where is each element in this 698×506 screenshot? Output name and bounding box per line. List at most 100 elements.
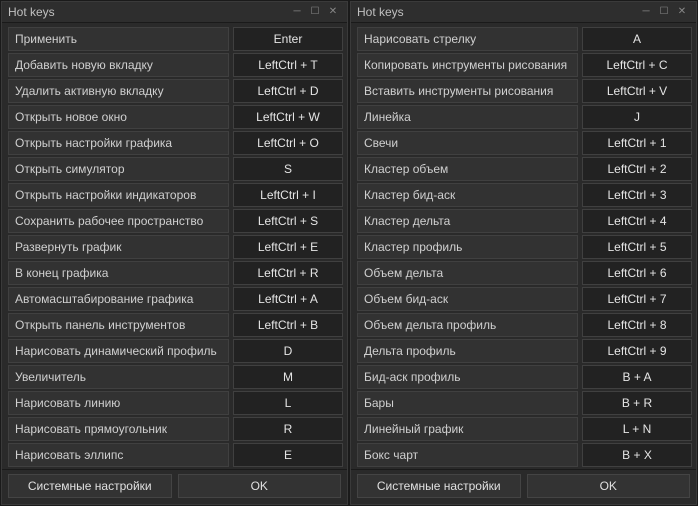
hotkey-row: Копировать инструменты рисованияLeftCtrl… xyxy=(357,53,692,77)
hotkey-input[interactable]: LeftCtrl + I xyxy=(233,183,343,207)
hotkey-input[interactable]: E xyxy=(233,443,343,467)
hotkey-label: Свечи xyxy=(357,131,578,155)
hotkey-row: СвечиLeftCtrl + 1 xyxy=(357,131,692,155)
hotkey-label: Кластер объем xyxy=(357,157,578,181)
hotkey-row: Нарисовать динамический профильD xyxy=(8,339,343,363)
hotkey-label: Кластер бид-аск xyxy=(357,183,578,207)
hotkey-input[interactable]: Enter xyxy=(233,27,343,51)
hotkey-input[interactable]: LeftCtrl + E xyxy=(233,235,343,259)
hotkey-input[interactable]: LeftCtrl + O xyxy=(233,131,343,155)
hotkey-row: Объем бид-аскLeftCtrl + 7 xyxy=(357,287,692,311)
window-title: Hot keys xyxy=(357,5,636,19)
hotkey-input[interactable]: LeftCtrl + B xyxy=(233,313,343,337)
hotkey-label: Бид-аск профиль xyxy=(357,365,578,389)
hotkey-label: Удалить активную вкладку xyxy=(8,79,229,103)
hotkey-row: Нарисовать прямоугольникR xyxy=(8,417,343,441)
hotkey-label: Бокс чарт xyxy=(357,443,578,467)
ok-button[interactable]: OK xyxy=(527,474,691,498)
close-icon[interactable]: ✕ xyxy=(674,5,690,19)
close-icon[interactable]: ✕ xyxy=(325,5,341,19)
hotkey-row: ЛинейкаJ xyxy=(357,105,692,129)
hotkey-label: Кластер дельта xyxy=(357,209,578,233)
hotkey-label: Нарисовать прямоугольник xyxy=(8,417,229,441)
hotkey-label: Копировать инструменты рисования xyxy=(357,53,578,77)
hotkeys-panel-left: Hot keys ─ ☐ ✕ ПрименитьEnterДобавить но… xyxy=(1,1,348,505)
hotkey-row: Бид-аск профильB + A xyxy=(357,365,692,389)
minimize-icon[interactable]: ─ xyxy=(289,5,305,19)
hotkey-label: Дельта профиль xyxy=(357,339,578,363)
hotkey-input[interactable]: LeftCtrl + 3 xyxy=(582,183,692,207)
maximize-icon[interactable]: ☐ xyxy=(656,5,672,19)
window-title: Hot keys xyxy=(8,5,287,19)
hotkey-input[interactable]: LeftCtrl + 6 xyxy=(582,261,692,285)
hotkey-row: Автомасштабирование графикаLeftCtrl + A xyxy=(8,287,343,311)
hotkey-row: Объем дельта профильLeftCtrl + 8 xyxy=(357,313,692,337)
hotkey-row: В конец графикаLeftCtrl + R xyxy=(8,261,343,285)
hotkey-label: Открыть новое окно xyxy=(8,105,229,129)
hotkey-input[interactable]: L xyxy=(233,391,343,415)
hotkey-label: Увеличитель xyxy=(8,365,229,389)
hotkey-input[interactable]: J xyxy=(582,105,692,129)
hotkey-row: Открыть настройки индикаторовLeftCtrl + … xyxy=(8,183,343,207)
hotkey-input[interactable]: LeftCtrl + R xyxy=(233,261,343,285)
hotkey-input[interactable]: S xyxy=(233,157,343,181)
hotkey-input[interactable]: LeftCtrl + A xyxy=(233,287,343,311)
titlebar: Hot keys ─ ☐ ✕ xyxy=(2,2,347,23)
hotkey-row: Добавить новую вкладкуLeftCtrl + T xyxy=(8,53,343,77)
hotkey-list: Нарисовать стрелкуAКопировать инструмент… xyxy=(351,23,696,469)
hotkey-label: Объем дельта профиль xyxy=(357,313,578,337)
hotkey-row: Нарисовать стрелкуA xyxy=(357,27,692,51)
hotkey-row: Кластер объемLeftCtrl + 2 xyxy=(357,157,692,181)
hotkey-row: Нарисовать линиюL xyxy=(8,391,343,415)
hotkey-input[interactable]: LeftCtrl + S xyxy=(233,209,343,233)
hotkey-input[interactable]: B + R xyxy=(582,391,692,415)
hotkey-input[interactable]: LeftCtrl + 5 xyxy=(582,235,692,259)
titlebar: Hot keys ─ ☐ ✕ xyxy=(351,2,696,23)
hotkey-row: Кластер бид-аскLeftCtrl + 3 xyxy=(357,183,692,207)
hotkey-input[interactable]: D xyxy=(233,339,343,363)
hotkey-input[interactable]: LeftCtrl + D xyxy=(233,79,343,103)
ok-button[interactable]: OK xyxy=(178,474,342,498)
hotkey-label: Открыть настройки индикаторов xyxy=(8,183,229,207)
hotkey-input[interactable]: LeftCtrl + W xyxy=(233,105,343,129)
minimize-icon[interactable]: ─ xyxy=(638,5,654,19)
hotkey-row: Линейный графикL + N xyxy=(357,417,692,441)
hotkey-label: Объем бид-аск xyxy=(357,287,578,311)
hotkey-input[interactable]: LeftCtrl + T xyxy=(233,53,343,77)
hotkey-label: Открыть симулятор xyxy=(8,157,229,181)
maximize-icon[interactable]: ☐ xyxy=(307,5,323,19)
hotkey-input[interactable]: LeftCtrl + 4 xyxy=(582,209,692,233)
hotkey-input[interactable]: LeftCtrl + 2 xyxy=(582,157,692,181)
hotkey-row: Объем дельтаLeftCtrl + 6 xyxy=(357,261,692,285)
hotkey-label: Нарисовать динамический профиль xyxy=(8,339,229,363)
system-settings-button[interactable]: Системные настройки xyxy=(8,474,172,498)
hotkey-input[interactable]: LeftCtrl + 9 xyxy=(582,339,692,363)
hotkey-row: Открыть новое окноLeftCtrl + W xyxy=(8,105,343,129)
hotkey-input[interactable]: LeftCtrl + C xyxy=(582,53,692,77)
hotkey-label: Нарисовать эллипс xyxy=(8,443,229,467)
hotkey-input[interactable]: LeftCtrl + V xyxy=(582,79,692,103)
hotkey-input[interactable]: A xyxy=(582,27,692,51)
hotkey-input[interactable]: B + A xyxy=(582,365,692,389)
hotkey-label: Открыть панель инструментов xyxy=(8,313,229,337)
hotkey-input[interactable]: M xyxy=(233,365,343,389)
hotkey-label: Бары xyxy=(357,391,578,415)
hotkey-input[interactable]: R xyxy=(233,417,343,441)
hotkey-label: Автомасштабирование графика xyxy=(8,287,229,311)
footer: Системные настройки OK xyxy=(351,469,696,504)
hotkey-input[interactable]: B + X xyxy=(582,443,692,467)
hotkey-label: Линейный график xyxy=(357,417,578,441)
hotkey-row: Открыть симуляторS xyxy=(8,157,343,181)
system-settings-button[interactable]: Системные настройки xyxy=(357,474,521,498)
hotkey-input[interactable]: LeftCtrl + 1 xyxy=(582,131,692,155)
hotkey-label: Нарисовать стрелку xyxy=(357,27,578,51)
hotkey-row: Развернуть графикLeftCtrl + E xyxy=(8,235,343,259)
hotkey-input[interactable]: LeftCtrl + 8 xyxy=(582,313,692,337)
hotkey-label: Открыть настройки графика xyxy=(8,131,229,155)
hotkey-row: Бокс чартB + X xyxy=(357,443,692,467)
footer: Системные настройки OK xyxy=(2,469,347,504)
hotkey-input[interactable]: LeftCtrl + 7 xyxy=(582,287,692,311)
hotkey-input[interactable]: L + N xyxy=(582,417,692,441)
hotkey-row: ПрименитьEnter xyxy=(8,27,343,51)
hotkey-label: Нарисовать линию xyxy=(8,391,229,415)
